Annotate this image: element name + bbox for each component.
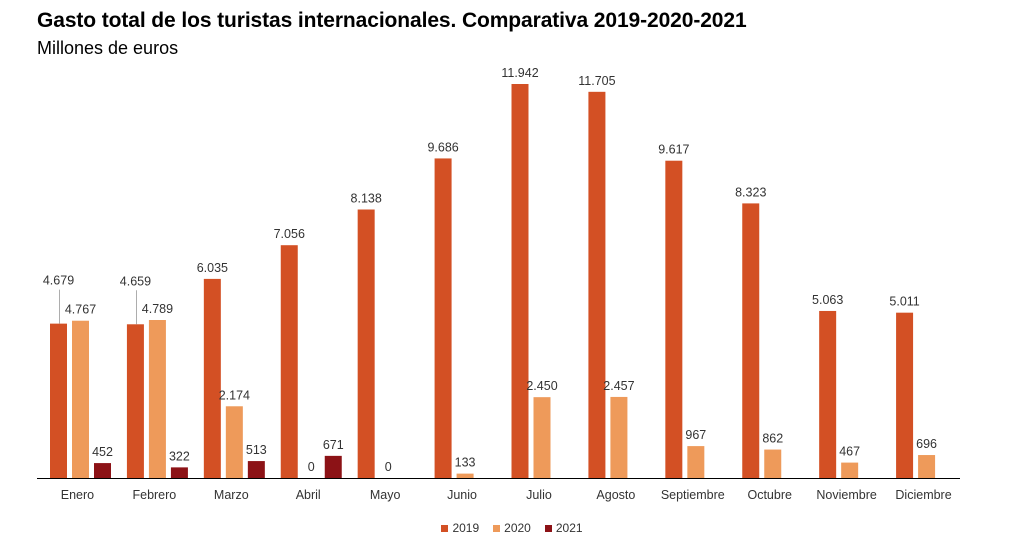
data-label-2020-abril: 0 xyxy=(308,460,315,474)
x-tick-label: Febrero xyxy=(132,488,176,502)
bar-2019-noviembre xyxy=(819,310,837,478)
bar-2020-diciembre xyxy=(918,455,936,478)
bar-2019-enero xyxy=(50,323,67,478)
x-tick-label: Octubre xyxy=(747,488,792,502)
legend-item-2020: 2020 xyxy=(493,521,531,535)
data-label-2021-febrero: 322 xyxy=(169,449,190,463)
data-label-2020-marzo: 2.174 xyxy=(219,388,250,402)
data-label-2020-septiembre: 967 xyxy=(685,428,706,442)
legend-swatch-2021 xyxy=(544,524,552,532)
bar-2020-febrero xyxy=(148,319,166,478)
legend-swatch-2020 xyxy=(493,524,501,532)
bar-2020-junio xyxy=(456,473,474,478)
bar-2020-septiembre xyxy=(687,446,705,478)
data-label-2019-mayo: 8.138 xyxy=(351,192,382,206)
chart-subtitle: Millones de euros xyxy=(37,38,179,58)
legend-label-2021: 2021 xyxy=(555,521,583,535)
bar-2019-diciembre xyxy=(896,312,914,478)
data-label-2019-diciembre: 5.011 xyxy=(889,295,919,309)
data-label-2019-junio: 9.686 xyxy=(427,140,458,154)
x-tick-label: Junio xyxy=(447,488,477,502)
data-label-2020-noviembre: 467 xyxy=(839,445,860,459)
data-label-2020-agosto: 2.457 xyxy=(603,379,634,393)
bar-2021-abril xyxy=(324,455,342,478)
bar-2021-marzo xyxy=(247,461,265,478)
x-tick-label: Diciembre xyxy=(895,488,951,502)
bar-2019-marzo xyxy=(203,278,221,478)
x-tick-label: Julio xyxy=(526,488,552,502)
data-label-2019-noviembre: 5.063 xyxy=(812,293,843,307)
bar-2021-febrero xyxy=(170,467,188,478)
legend-label-2020: 2020 xyxy=(504,521,531,535)
data-label-2019-octubre: 8.323 xyxy=(735,185,766,199)
bar-2020-marzo xyxy=(225,406,243,478)
x-tick-label: Septiembre xyxy=(661,488,725,502)
data-label-2021-marzo: 513 xyxy=(246,443,267,457)
bar-2020-julio xyxy=(533,397,551,478)
x-tick-label: Marzo xyxy=(214,488,249,502)
data-label-2019-marzo: 6.035 xyxy=(197,261,228,275)
bar-2020-octubre xyxy=(764,449,782,478)
bar-2019-agosto xyxy=(588,91,606,479)
data-label-2019-abril: 7.056 xyxy=(274,227,305,241)
data-label-2019-febrero: 4.659 xyxy=(120,274,151,288)
x-tick-label: Mayo xyxy=(370,488,401,502)
data-label-2019-enero: 4.679 xyxy=(43,274,74,288)
bar-2019-junio xyxy=(434,158,452,478)
x-tick-label: Abril xyxy=(296,488,321,502)
bar-2019-septiembre xyxy=(665,160,683,478)
x-tick-label: Noviembre xyxy=(816,488,876,502)
x-tick-label: Enero xyxy=(61,488,94,502)
data-label-2020-octubre: 862 xyxy=(762,432,783,446)
data-label-2020-febrero: 4.789 xyxy=(142,302,173,316)
bar-2021-enero xyxy=(94,463,111,478)
bar-2020-agosto xyxy=(610,396,628,478)
legend-item-2019: 2019 xyxy=(441,521,479,535)
data-label-2020-julio: 2.450 xyxy=(526,379,557,393)
data-label-2020-mayo: 0 xyxy=(385,460,392,474)
bar-2020-enero xyxy=(72,320,89,478)
legend-item-2021: 2021 xyxy=(544,521,583,535)
legend-label-2019: 2019 xyxy=(452,521,480,535)
bar-2019-febrero xyxy=(126,324,144,478)
bar-2019-abril xyxy=(280,245,298,478)
data-label-2020-enero: 4.767 xyxy=(65,303,96,317)
data-label-2020-junio: 133 xyxy=(455,456,476,470)
data-label-2021-abril: 671 xyxy=(323,438,344,452)
data-label-2019-julio: 11.942 xyxy=(501,66,538,80)
bar-2019-julio xyxy=(511,84,529,478)
data-label-2019-septiembre: 9.617 xyxy=(658,143,689,157)
x-tick-label: Agosto xyxy=(596,488,635,502)
data-label-2020-diciembre: 696 xyxy=(916,437,937,451)
bar-2019-octubre xyxy=(742,203,760,478)
chart-title: Gasto total de los turistas internaciona… xyxy=(37,9,747,32)
bar-2019-mayo xyxy=(357,209,375,478)
data-label-2019-agosto: 11.705 xyxy=(578,74,615,88)
bar-2020-noviembre xyxy=(841,462,859,478)
legend-swatch-2019 xyxy=(441,524,449,532)
data-label-2021-enero: 452 xyxy=(92,445,113,459)
legend: 2019 2020 2021 xyxy=(0,521,1024,535)
